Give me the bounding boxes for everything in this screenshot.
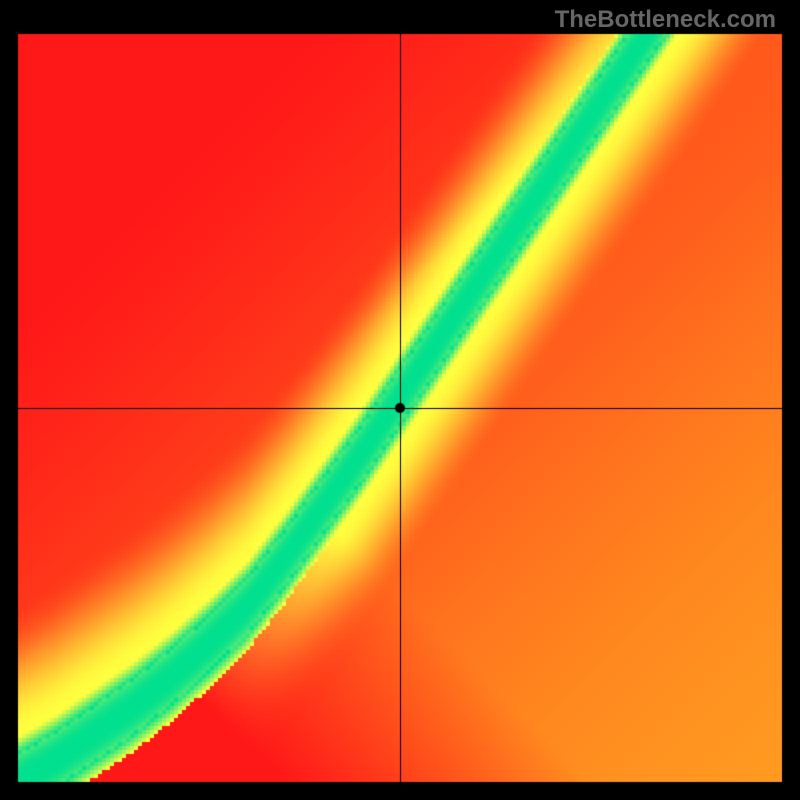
chart-container: TheBottleneck.com (0, 0, 800, 800)
watermark-text: TheBottleneck.com (555, 6, 776, 34)
heatmap-canvas (0, 0, 800, 800)
